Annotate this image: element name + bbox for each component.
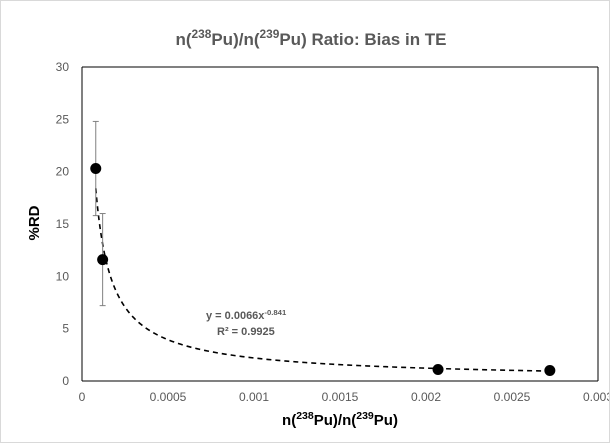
y-tick-label: 0 [62,374,69,388]
y-tick-label: 20 [56,165,70,179]
data-point [97,254,109,266]
trendline-r2: R² = 0.9925 [217,326,275,338]
x-tick-label: 0.0015 [322,390,359,404]
y-axis-title: %RD [26,205,43,240]
x-axis-title: n(238Pu)/n(239Pu) [282,410,398,429]
chart-title: n(238Pu)/n(239Pu) Ratio: Bias in TE [175,27,446,49]
x-tick-label: 0.003 [583,390,609,404]
x-tick-label: 0.0025 [494,390,531,404]
x-tick-label: 0.001 [239,390,269,404]
x-tick-label: 0 [79,390,86,404]
y-tick-label: 30 [56,60,70,74]
trendline-equation: y = 0.0066x-0.841 [206,308,287,323]
data-point [432,363,444,375]
y-tick-label: 10 [56,269,70,283]
data-point [544,365,556,377]
y-tick-label: 15 [56,217,70,231]
data-point [90,163,102,175]
plot-area: 0 0.0005 0.001 0.0015 0.002 0.0025 0.003 0 5 10 15… [56,60,609,404]
trendline [94,188,556,372]
x-tick-label: 0.002 [411,390,441,404]
y-tick-label: 25 [56,112,70,126]
x-tick-label: 0.0005 [150,390,187,404]
y-tick-label: 5 [62,322,69,336]
